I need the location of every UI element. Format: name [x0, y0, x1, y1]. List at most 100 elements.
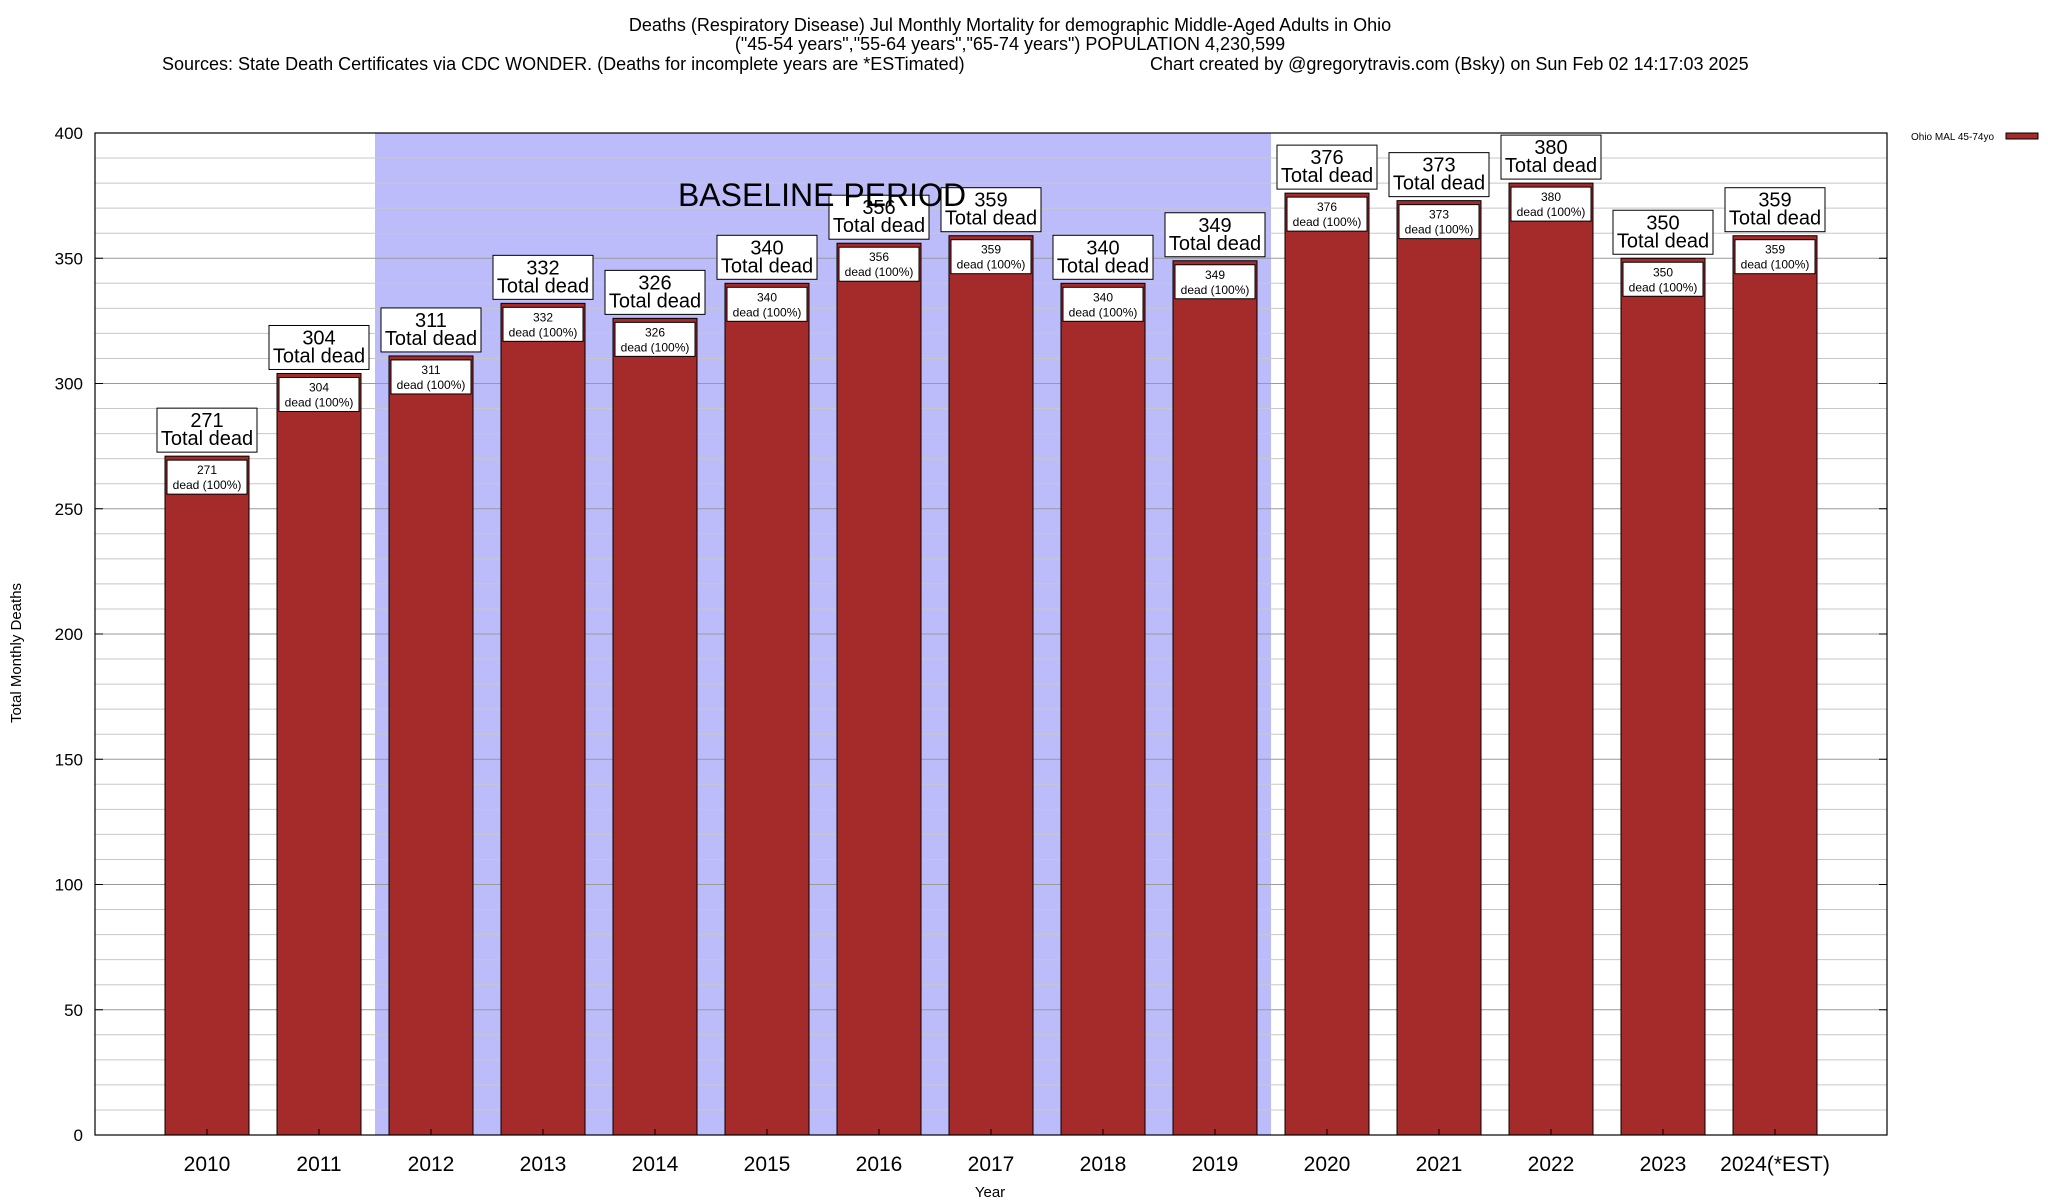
- total-value-label: 332: [526, 257, 559, 279]
- x-tick-label: 2017: [968, 1153, 1015, 1176]
- inner-percent-label: dead (100%): [1405, 223, 1474, 237]
- total-dead-label: Total dead: [1057, 255, 1149, 277]
- total-dead-label: Total dead: [1281, 165, 1373, 187]
- total-label-box: [1052, 234, 1154, 280]
- total-label-box: [156, 407, 258, 453]
- inner-value-label: 359: [1765, 243, 1785, 257]
- inner-label-box: [1174, 264, 1256, 300]
- bar-2018: [1060, 282, 1146, 1136]
- inner-label-box: [390, 359, 472, 395]
- total-value-label: 373: [1422, 155, 1455, 177]
- total-dead-label: Total dead: [609, 290, 701, 312]
- bar-2014: [612, 317, 698, 1136]
- chart-source-text: Sources: State Death Certificates via CD…: [162, 54, 965, 74]
- total-dead-label: Total dead: [1393, 173, 1485, 195]
- bar-2021: [1396, 200, 1482, 1136]
- inner-percent-label: dead (100%): [1741, 258, 1810, 272]
- inner-percent-label: dead (100%): [733, 305, 802, 319]
- inner-percent-label: dead (100%): [621, 340, 690, 354]
- inner-percent-label: dead (100%): [1629, 280, 1698, 294]
- inner-percent-label: dead (100%): [285, 395, 354, 409]
- x-tick-label: 2016: [856, 1153, 903, 1176]
- total-label-box: [716, 234, 818, 280]
- x-tick-label: 2023: [1640, 1153, 1687, 1176]
- total-label-box: [268, 324, 370, 370]
- total-label-box: [828, 194, 930, 240]
- bar-2022: [1508, 182, 1594, 1136]
- y-tick-label: 250: [55, 500, 83, 519]
- inner-percent-label: dead (100%): [1181, 283, 1250, 297]
- y-tick-label: 400: [55, 124, 83, 143]
- total-dead-label: Total dead: [161, 428, 253, 450]
- total-value-label: 311: [415, 310, 447, 332]
- chart-credit-text: Chart created by @gregorytravis.com (Bsk…: [1150, 54, 1749, 74]
- inner-label-box: [278, 376, 360, 412]
- x-axis-label: Year: [975, 1184, 1005, 1200]
- total-dead-label: Total dead: [945, 208, 1037, 230]
- inner-label-box: [1062, 286, 1144, 322]
- total-value-label: 326: [638, 272, 671, 294]
- legend: Ohio MAL 45-74yo: [1911, 132, 2039, 143]
- inner-label-box: [726, 286, 808, 322]
- x-tick-label: 2021: [1416, 1153, 1463, 1176]
- inner-percent-label: dead (100%): [1069, 305, 1138, 319]
- x-tick-label: 2013: [520, 1153, 567, 1176]
- x-tick-label: 2018: [1080, 1153, 1127, 1176]
- total-dead-label: Total dead: [273, 345, 365, 367]
- total-label-box: [1276, 144, 1378, 190]
- total-dead-label: Total dead: [1617, 230, 1709, 252]
- total-label-box: [1164, 212, 1266, 258]
- inner-value-label: 356: [869, 250, 889, 264]
- inner-percent-label: dead (100%): [397, 378, 466, 392]
- bar-2017: [948, 235, 1034, 1136]
- total-label-box: [1612, 209, 1714, 255]
- axis-layer: 2010 2011 2012 2013 2014 2015 2016 2017 2018 2019…: [55, 124, 1888, 1176]
- y-tick-label: 150: [55, 750, 83, 769]
- x-tick-label: 2024(*EST): [1720, 1153, 1830, 1176]
- legend-series-swatch: [2005, 132, 2039, 140]
- inner-value-label: 332: [533, 310, 553, 324]
- inner-label-box: [950, 239, 1032, 275]
- baseline-period-label: BASELINE PERIOD: [678, 177, 966, 213]
- x-tick-label: 2020: [1304, 1153, 1351, 1176]
- chart-title-line-1: Deaths (Respiratory Disease) Jul Monthly…: [629, 15, 1391, 35]
- inner-label-box: [1398, 204, 1480, 240]
- inner-value-label: 359: [981, 243, 1001, 257]
- total-label-box: [380, 307, 482, 353]
- total-dead-label: Total dead: [1169, 233, 1261, 255]
- inner-label-box: [838, 246, 920, 282]
- inner-value-label: 373: [1429, 208, 1449, 222]
- y-tick-label: 50: [64, 1001, 83, 1020]
- total-label-box: [1724, 187, 1826, 233]
- total-value-label: 340: [750, 237, 783, 259]
- inner-label-box: [1286, 196, 1368, 232]
- inner-label-box: [1622, 261, 1704, 297]
- x-tick-label: 2015: [744, 1153, 791, 1176]
- bar-2016: [836, 242, 922, 1136]
- inner-label-box: [502, 306, 584, 342]
- total-value-label: 356: [862, 197, 895, 219]
- total-dead-label: Total dead: [833, 215, 925, 237]
- chart-title-line-2: ("45-54 years","55-64 years","65-74 year…: [735, 34, 1285, 54]
- y-tick-label: 350: [55, 249, 83, 268]
- inner-value-label: 350: [1653, 265, 1673, 279]
- inner-label-box: [1510, 186, 1592, 222]
- inner-value-label: 349: [1205, 268, 1225, 282]
- bar-2012: [388, 355, 474, 1136]
- inner-value-label: 271: [197, 463, 217, 477]
- inner-value-label: 311: [421, 363, 440, 377]
- bar-2011: [276, 372, 362, 1136]
- y-tick-label: 200: [55, 625, 83, 644]
- y-tick-label: 300: [55, 375, 83, 394]
- total-value-label: 350: [1646, 212, 1679, 234]
- inner-value-label: 326: [645, 325, 665, 339]
- total-value-label: 304: [302, 327, 335, 349]
- x-tick-label: 2014: [632, 1153, 679, 1176]
- inner-percent-label: dead (100%): [173, 478, 242, 492]
- inner-label-box: [614, 321, 696, 357]
- total-value-label: 271: [190, 410, 223, 432]
- x-tick-label: 2010: [184, 1153, 231, 1176]
- bar-2019: [1172, 260, 1258, 1136]
- inner-percent-label: dead (100%): [1293, 215, 1362, 229]
